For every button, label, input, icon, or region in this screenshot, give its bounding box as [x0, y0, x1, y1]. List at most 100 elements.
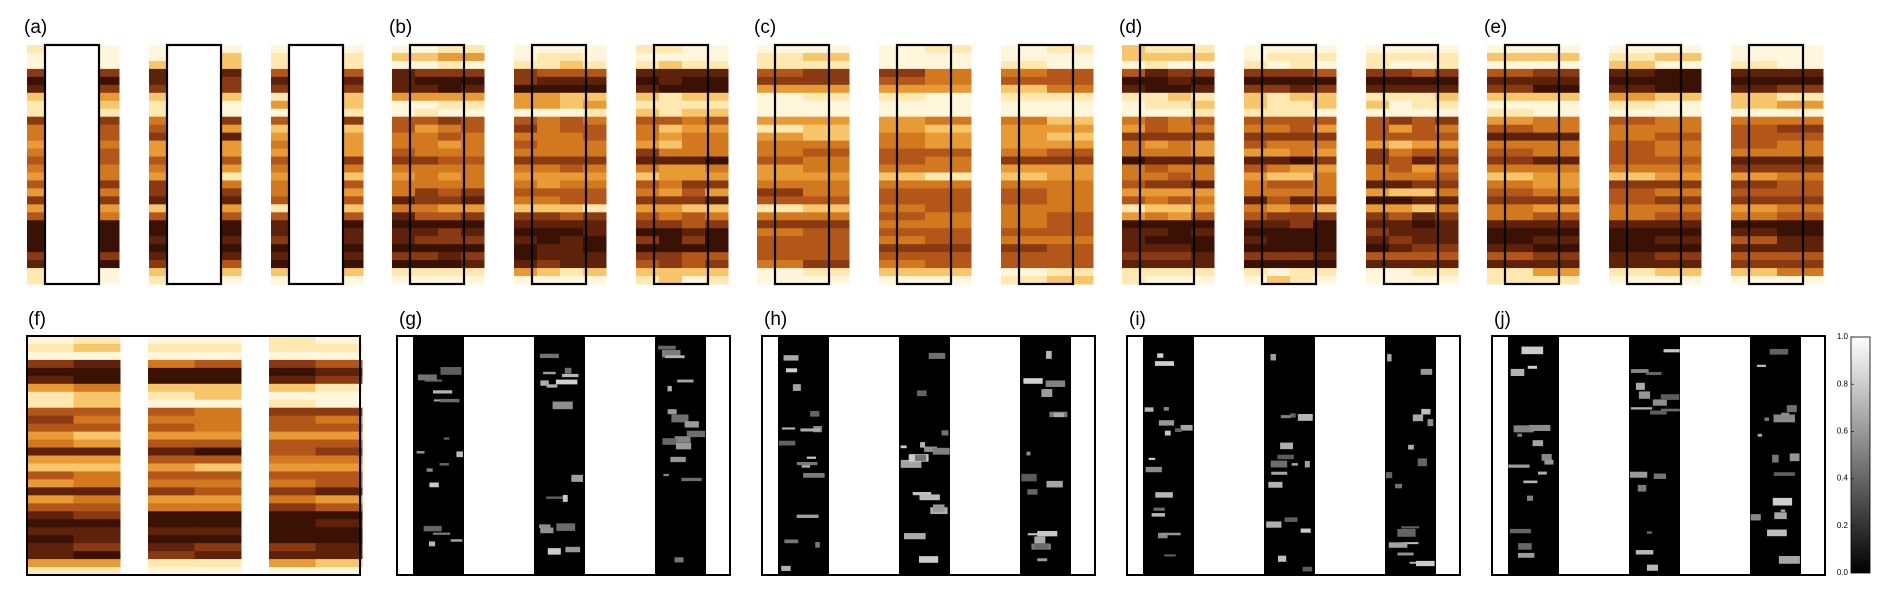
core-band [879, 92, 926, 102]
core-band [1487, 268, 1534, 277]
core-band [194, 359, 242, 369]
core-band [1435, 180, 1459, 189]
core-band [1609, 228, 1656, 237]
error-speck [1151, 513, 1165, 517]
core-band [27, 375, 74, 385]
core-band [1655, 45, 1702, 54]
core-band [392, 124, 416, 134]
core-band [925, 92, 972, 102]
error-speck [543, 371, 556, 375]
core-band [73, 407, 121, 417]
core-band [27, 487, 74, 496]
core-band [560, 220, 584, 229]
core-band [415, 60, 439, 70]
core-band [1655, 60, 1702, 70]
core-band [560, 252, 584, 261]
core-band [537, 220, 561, 229]
core-band [537, 116, 561, 126]
core-band [1487, 252, 1534, 261]
core-band [1731, 260, 1778, 269]
core-band [879, 140, 926, 150]
core-band [148, 567, 195, 576]
core-band [705, 252, 729, 261]
core-band [315, 535, 363, 544]
core-band [438, 196, 462, 205]
core-band [1313, 108, 1337, 118]
core-band [879, 132, 926, 142]
core-band [194, 383, 242, 393]
core-band [27, 503, 74, 512]
core-band [148, 447, 195, 456]
core-band [1777, 276, 1824, 285]
core-band [803, 220, 850, 229]
core-band [1609, 212, 1656, 221]
core-band [1001, 204, 1048, 213]
core-band [1533, 228, 1580, 237]
error-speck [1163, 407, 1169, 411]
core-band [1487, 84, 1534, 94]
error-speck [556, 523, 576, 531]
core-band [1047, 268, 1094, 277]
core-band [1168, 76, 1192, 86]
core-band [1389, 204, 1413, 213]
core-band [269, 431, 316, 441]
core-band [1145, 60, 1169, 70]
core-band [583, 212, 607, 221]
core-band [27, 551, 74, 560]
core-band [415, 156, 439, 165]
core-band [537, 244, 561, 253]
core-band [514, 228, 538, 237]
core-band [1145, 236, 1169, 245]
core-band [1267, 212, 1291, 221]
core-band [1145, 108, 1169, 118]
core-band [1366, 45, 1390, 54]
core-band [392, 252, 416, 261]
core-band [1145, 156, 1169, 165]
core-band [27, 495, 74, 504]
core-band [1655, 52, 1702, 62]
core-band [1145, 148, 1169, 158]
core-band [1487, 276, 1534, 285]
core-band [583, 188, 607, 197]
core-band [415, 212, 439, 221]
core-band [461, 220, 485, 229]
error-speck [443, 437, 450, 440]
core-band [1366, 212, 1390, 221]
core-band [1366, 132, 1390, 142]
core-band [148, 439, 195, 449]
core-band [1777, 260, 1824, 269]
core-band [27, 519, 74, 528]
core-band [659, 116, 683, 126]
error-speck [674, 557, 684, 563]
core-band [1366, 164, 1390, 173]
core-band [537, 148, 561, 158]
core-band [705, 140, 729, 150]
error-speck [440, 367, 462, 375]
core-band [1366, 252, 1390, 261]
core-band [757, 260, 804, 269]
core-band [560, 116, 584, 126]
core-band [1122, 236, 1146, 245]
core-band [461, 52, 485, 62]
core-band [1244, 140, 1268, 150]
core-band [73, 479, 121, 488]
core-band [1412, 204, 1436, 213]
error-strip [1143, 337, 1194, 574]
core-band [803, 45, 850, 54]
mask-box [1625, 43, 1683, 286]
core-band [1168, 212, 1192, 221]
error-speck [546, 384, 558, 388]
core-band [879, 116, 926, 126]
panel-frame [26, 335, 361, 576]
core-band [1145, 52, 1169, 62]
core-band [1145, 172, 1169, 181]
core-band [537, 52, 561, 62]
core-band [461, 116, 485, 126]
core-band [514, 108, 538, 118]
core-band [537, 164, 561, 173]
core-band [1731, 196, 1778, 205]
core-band [1191, 196, 1215, 205]
core-band [315, 439, 363, 449]
error-speck [1417, 458, 1427, 467]
core-band [1412, 45, 1436, 54]
